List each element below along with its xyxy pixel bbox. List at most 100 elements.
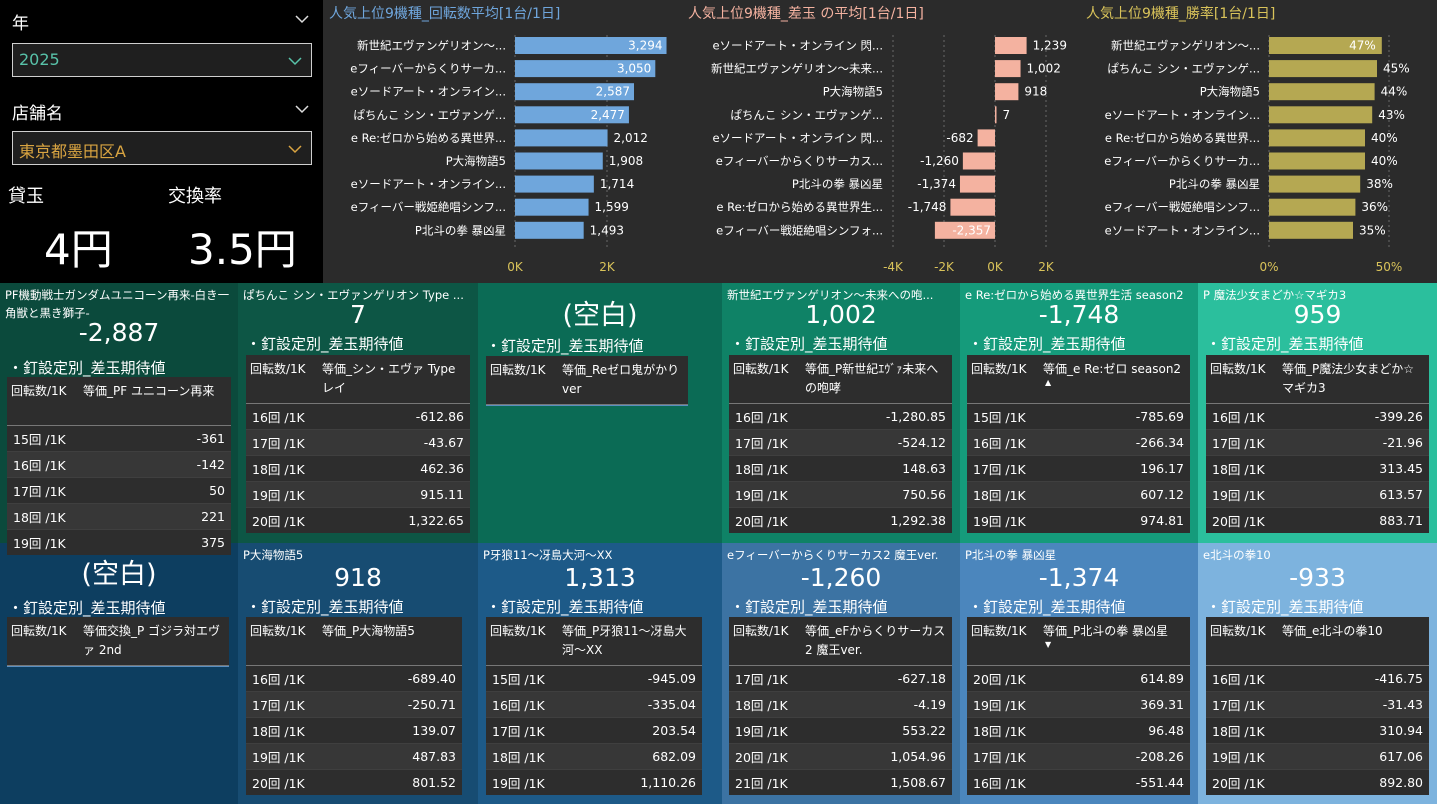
expected-value-table[interactable]: 回転数/1K 等価_PF ユニコーン再来 15回 /1K -361 16回 /1… [7, 377, 231, 555]
machine-name: ぱちんこ シン・エヴァンゲリオン Type ... [243, 288, 464, 302]
bar [1269, 152, 1365, 170]
category-label: P北斗の拳 暴凶星 [792, 177, 883, 191]
store-dropdown[interactable]: 東京都墨田区A [12, 131, 312, 165]
column-header-value[interactable]: 等価_e Re:ゼロ season2 ▲ [1039, 355, 1190, 404]
year-dropdown[interactable]: 2025 [12, 43, 312, 77]
value-cell: 607.12 [1039, 480, 1190, 507]
spins-cell: 19回 /1K [486, 768, 558, 795]
category-label: eフィーバー戦姫絶唱シンフォ... [716, 223, 883, 237]
bar [934, 221, 995, 239]
bar [515, 83, 635, 101]
bar [1269, 83, 1375, 101]
value-cell: 313.45 [1278, 454, 1429, 481]
bar [515, 152, 603, 170]
category-label: eソードアート・オンライン... [1105, 223, 1260, 237]
expected-value-table[interactable]: 回転数/1K 等価_P牙狼11〜冴島大河〜XX 15回 /1K -945.09 … [486, 617, 702, 795]
expected-value-table[interactable]: 回転数/1K 等価_P北斗の拳 暴凶星 ▼ 20回 /1K 614.89 19回 … [967, 617, 1190, 795]
column-header-spins[interactable]: 回転数/1K [7, 377, 79, 426]
data-label: -1,748 [908, 200, 947, 214]
expected-value-table[interactable]: 回転数/1K 等価_e Re:ゼロ season2 ▲ 15回 /1K -785.… [967, 355, 1190, 533]
table-row: 17回 /1K -43.67 [246, 428, 470, 455]
column-header-spins[interactable]: 回転数/1K [729, 617, 801, 666]
table-row: 19回 /1K 553.22 [729, 716, 952, 743]
column-header-spins[interactable]: 回転数/1K [729, 355, 801, 404]
expected-value-table[interactable]: 回転数/1K 等価交換_P ゴジラ対エヴァ 2nd [7, 617, 229, 667]
axis-tick-label: -2K [934, 260, 955, 274]
expected-value-table[interactable]: 回転数/1K 等価_シン・エヴァ Type レイ 16回 /1K -612.86… [246, 355, 470, 533]
machine-name: P牙狼11〜冴島大河〜XX [483, 548, 613, 562]
column-header-spins[interactable]: 回転数/1K [967, 355, 1039, 404]
machine-diff-value: 7 [350, 300, 366, 329]
spins-cell: 19回 /1K [729, 716, 801, 743]
column-header-spins[interactable]: 回転数/1K [486, 617, 558, 666]
chart-diff-average: 人気上位9機種_差玉 の平均[1台/1日] -4K -2K 0K 2K eソードアート・… [680, 0, 1070, 283]
spins-cell: 18回 /1K [7, 502, 79, 529]
axis-tick-label: -4K [883, 260, 904, 274]
column-header-spins[interactable]: 回転数/1K [967, 617, 1039, 666]
expected-value-table[interactable]: 回転数/1K 等価_P魔法少女まどか☆マギカ3 16回 /1K -399.26 … [1206, 355, 1429, 533]
column-header-value[interactable]: 等価_P牙狼11〜冴島大河〜XX [558, 617, 702, 666]
table-row: 19回 /1K 617.06 [1206, 742, 1429, 769]
column-header-value-label: 等価_P大海物語5 [322, 624, 415, 638]
category-label: eフィーバー戦姫絶唱シンフ... [1105, 200, 1260, 214]
column-header-value[interactable]: 等価_PF ユニコーン再来 [79, 377, 231, 426]
column-header-value[interactable]: 等価_P魔法少女まどか☆マギカ3 [1278, 355, 1429, 404]
column-header-spins[interactable]: 回転数/1K [246, 617, 318, 666]
column-header-spins[interactable]: 回転数/1K [1206, 617, 1278, 666]
table-row: 15回 /1K -361 [7, 424, 231, 451]
table-row: 17回 /1K -21.96 [1206, 428, 1429, 455]
column-header-spins[interactable]: 回転数/1K [7, 617, 79, 666]
data-label: 1,002 [1027, 62, 1061, 76]
column-header-value[interactable]: 等価交換_P ゴジラ対エヴァ 2nd [79, 617, 229, 666]
data-label: 2,587 [596, 85, 630, 99]
expected-value-table[interactable]: 回転数/1K 等価_e北斗の拳10 16回 /1K -416.75 17回 /1… [1206, 617, 1429, 795]
expected-value-table[interactable]: 回転数/1K 等価_Reゼロ鬼がかりver [486, 356, 688, 406]
column-header-value[interactable]: 等価_シン・エヴァ Type レイ [318, 355, 470, 404]
machine-diff-value: (空白) [81, 559, 157, 590]
chevron-down-icon[interactable] [294, 14, 310, 24]
data-label: 2,477 [591, 108, 625, 122]
spins-cell: 16回 /1K [486, 690, 558, 717]
chevron-down-icon[interactable] [294, 104, 310, 114]
value-cell: 1,110.26 [558, 768, 702, 795]
spins-cell: 17回 /1K [729, 664, 801, 691]
category-label: e Re:ゼロから始める異世界... [351, 131, 506, 145]
column-header-spins[interactable]: 回転数/1K [486, 356, 558, 405]
data-label: 3,050 [617, 62, 651, 76]
category-label: 新世紀エヴァンゲリオン〜... [357, 39, 506, 53]
column-header-value-label: 等価_P魔法少女まどか☆マギカ3 [1282, 362, 1414, 395]
machine-name: P北斗の拳 暴凶星 [965, 548, 1057, 562]
column-header-value[interactable]: 等価_eFからくりサーカス2 魔王ver. [801, 617, 952, 666]
column-header-value[interactable]: 等価_P大海物語5 [318, 617, 462, 666]
column-header-spins[interactable]: 回転数/1K [246, 355, 318, 404]
expected-value-table[interactable]: 回転数/1K 等価_eFからくりサーカス2 魔王ver. 17回 /1K -62… [729, 617, 952, 795]
table-row: 16回 /1K -416.75 [1206, 664, 1429, 691]
chart-canvas: 0K 2K 新世紀エヴァンゲリオン〜... 3,294 eフィーバーからくりサーカ...… [350, 35, 667, 274]
table-row: 19回 /1K 974.81 [967, 506, 1190, 533]
lend-value: 4円 [44, 225, 113, 274]
category-label: ぱちんこ シン・エヴァンゲ... [353, 108, 506, 122]
data-label: 1,908 [609, 154, 643, 168]
column-header-value-label: 等価_e北斗の拳10 [1282, 624, 1383, 638]
expected-value-table[interactable]: 回転数/1K 等価_P新世紀ｴｳﾞｧ未来への咆哮 16回 /1K -1,280.… [729, 355, 952, 533]
machine-name: P 魔法少女まどか☆マギカ3 [1203, 288, 1347, 302]
sort-icon: ▲ [1045, 378, 1052, 387]
category-label: eソードアート・オンライン... [351, 85, 506, 99]
data-label: 40% [1371, 154, 1398, 168]
column-header-value[interactable]: 等価_e北斗の拳10 [1278, 617, 1429, 666]
column-header-value[interactable]: 等価_P北斗の拳 暴凶星 ▼ [1039, 617, 1190, 666]
machine-name: e北斗の拳10 [1203, 548, 1271, 562]
column-header-value[interactable]: 等価_P新世紀ｴｳﾞｧ未来への咆哮 [801, 355, 952, 404]
expected-value-table[interactable]: 回転数/1K 等価_P大海物語5 16回 /1K -689.40 17回 /1K… [246, 617, 462, 795]
column-header-value[interactable]: 等価_Reゼロ鬼がかりver [558, 356, 688, 405]
value-cell: -1,280.85 [801, 402, 952, 429]
value-cell: -399.26 [1278, 402, 1429, 429]
column-header-spins[interactable]: 回転数/1K [1206, 355, 1278, 404]
data-label: 2,012 [614, 131, 648, 145]
value-cell: -266.34 [1039, 428, 1190, 455]
table-row: 17回 /1K -627.18 [729, 664, 952, 691]
spins-cell: 19回 /1K [967, 690, 1039, 717]
spins-cell: 18回 /1K [246, 716, 318, 743]
data-label: 918 [1024, 85, 1047, 99]
table-row: 20回 /1K 614.89 [967, 664, 1190, 691]
